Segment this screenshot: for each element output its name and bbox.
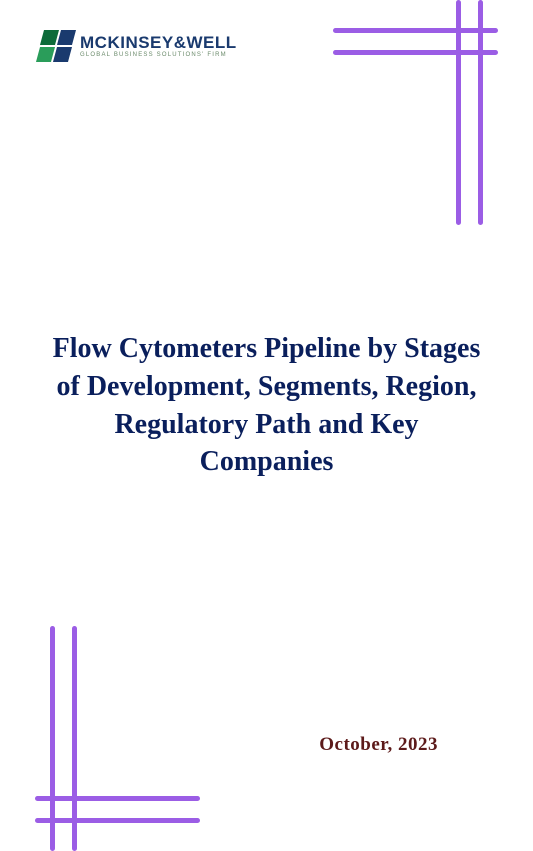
decoration-line xyxy=(478,0,483,225)
decoration-line xyxy=(35,818,200,823)
decoration-line xyxy=(333,50,498,55)
logo-square-icon xyxy=(40,30,59,45)
decoration-line xyxy=(50,626,55,851)
logo-tagline: GLOBAL BUSINESS SOLUTIONS' FIRM xyxy=(80,52,237,58)
company-logo: MCKINSEY&WELL GLOBAL BUSINESS SOLUTIONS'… xyxy=(38,28,237,64)
decoration-line xyxy=(456,0,461,225)
decoration-bottom-corner xyxy=(0,621,200,851)
decoration-top-corner xyxy=(333,0,533,230)
logo-square-icon xyxy=(53,47,72,62)
logo-square-icon xyxy=(36,47,55,62)
logo-square-icon xyxy=(57,30,76,45)
logo-mark xyxy=(38,28,74,64)
decoration-line xyxy=(72,626,77,851)
report-title: Flow Cytometers Pipeline by Stages of De… xyxy=(45,330,488,481)
logo-text: MCKINSEY&WELL GLOBAL BUSINESS SOLUTIONS'… xyxy=(80,34,237,58)
report-date: October, 2023 xyxy=(319,734,438,756)
decoration-line xyxy=(333,28,498,33)
logo-company-name: MCKINSEY&WELL xyxy=(80,34,237,51)
decoration-line xyxy=(35,796,200,801)
